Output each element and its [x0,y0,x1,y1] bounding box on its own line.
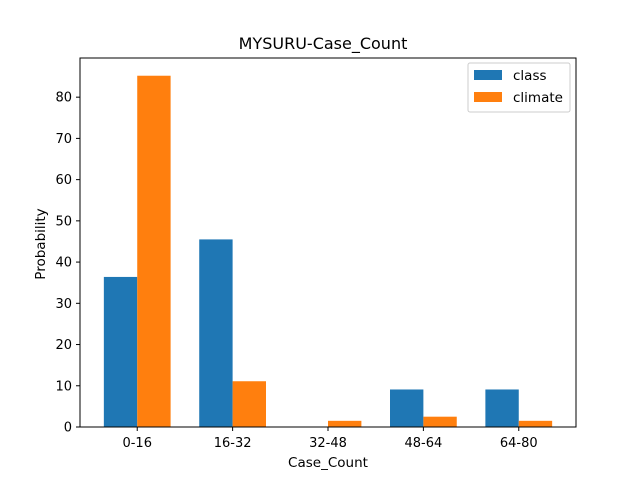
x-tick-label: 64-80 [500,436,538,451]
bar-class-0-16 [103,276,138,427]
legend-label-class: class [513,68,547,84]
plot-area: 0 10 20 30 40 50 60 70 80 0-16 16-32 32-48 48-64 64-8… [55,57,577,451]
y-tick-label: 20 [55,338,72,353]
bar-climate-48-64 [423,416,457,427]
x-axis-label: Case_Count [288,455,368,471]
bar-climate-0-16 [137,75,171,427]
x-tick-label: 48-64 [404,436,442,451]
legend-swatch-class [474,70,502,80]
bar-climate-16-32 [232,381,266,427]
x-tick-label: 32-48 [309,436,347,451]
chart-title: MYSURU-Case_Count [239,34,408,54]
y-tick-label: 30 [55,297,72,312]
y-tick-label: 70 [55,132,72,147]
bar-climate-32-48 [328,420,362,427]
y-axis-label: Probability [33,208,49,279]
x-tick-label: 0-16 [122,436,152,451]
y-tick-label: 40 [55,256,72,271]
legend-label-climate: climate [513,90,563,106]
y-tick-label: 0 [64,421,72,436]
legend: class climate [467,62,571,113]
bar-class-64-80 [485,389,519,427]
y-tick-label: 10 [55,379,72,394]
legend-swatch-climate [474,92,502,102]
y-tick-label: 50 [55,214,72,229]
y-tick-label: 60 [55,173,72,188]
bar-class-48-64 [390,389,424,427]
bar-climate-64-80 [518,420,553,427]
bar-class-16-32 [199,239,233,427]
y-tick-label: 80 [55,91,72,106]
x-tick-label: 16-32 [214,436,252,451]
